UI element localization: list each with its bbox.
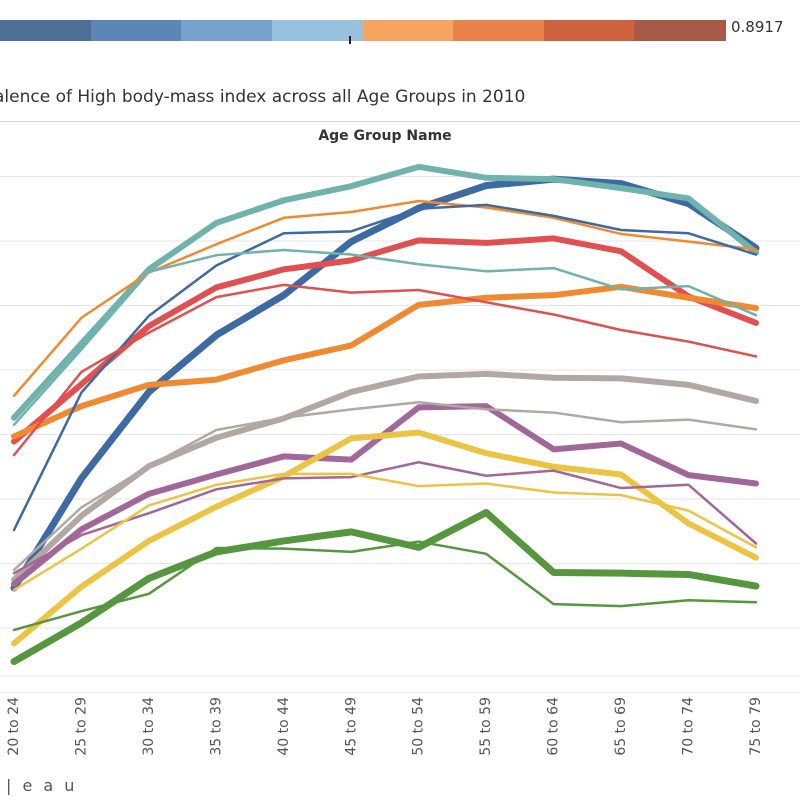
series-line[interactable]	[12, 472, 758, 592]
series-line[interactable]	[11, 283, 759, 440]
legend-color-step	[634, 20, 726, 41]
legend-color-step	[90, 20, 182, 41]
x-tick-label: 70 to 74	[681, 697, 697, 756]
column-header-label: Age Group Name	[318, 128, 452, 144]
x-tick-label: 45 to 49	[343, 697, 359, 756]
series-line[interactable]	[11, 163, 759, 421]
series-line[interactable]	[10, 509, 760, 666]
x-tick-label: 20 to 24	[6, 697, 22, 756]
series-line[interactable]	[11, 235, 759, 445]
x-tick-label: 60 to 64	[546, 697, 562, 756]
legend-color-step	[271, 20, 363, 41]
series-line[interactable]	[12, 540, 758, 632]
legend-color-step	[453, 20, 545, 41]
tableau-logo: | e a u	[6, 776, 78, 795]
x-tick-label: 55 to 59	[478, 697, 494, 756]
series-line[interactable]	[11, 429, 759, 647]
legend-color-step	[0, 20, 92, 41]
x-tick-label: 65 to 69	[613, 697, 629, 756]
x-tick-label: 25 to 29	[73, 697, 89, 756]
color-legend-bar[interactable]	[0, 0, 800, 50]
legend-color-step	[362, 20, 454, 41]
legend-color-step	[543, 20, 635, 41]
series-line[interactable]	[12, 460, 758, 575]
x-tick-label: 30 to 34	[141, 697, 157, 756]
series-line[interactable]	[12, 283, 758, 457]
x-tick-label: 40 to 44	[276, 697, 292, 756]
series-line[interactable]	[12, 203, 758, 532]
series-line[interactable]	[12, 199, 758, 398]
chart-area: 20 to 24 25 to 29 30 to 34 35 to 39 40 to 44…	[0, 121, 800, 777]
x-tick-label: 50 to 54	[411, 697, 427, 756]
chart-title: alence of High body-mass index across al…	[0, 87, 526, 107]
series-line[interactable]	[12, 248, 758, 427]
legend-midpoint-marker	[349, 36, 351, 44]
line-chart[interactable]: 20 to 24 25 to 29 30 to 34 35 to 39 40 to 44…	[0, 122, 800, 777]
x-tick-label: 75 to 79	[748, 697, 764, 756]
series-line[interactable]	[12, 401, 758, 572]
x-tick-label: 35 to 39	[208, 697, 224, 756]
legend-color-step	[181, 20, 273, 41]
legend-max-value: 0.8917	[731, 18, 784, 36]
